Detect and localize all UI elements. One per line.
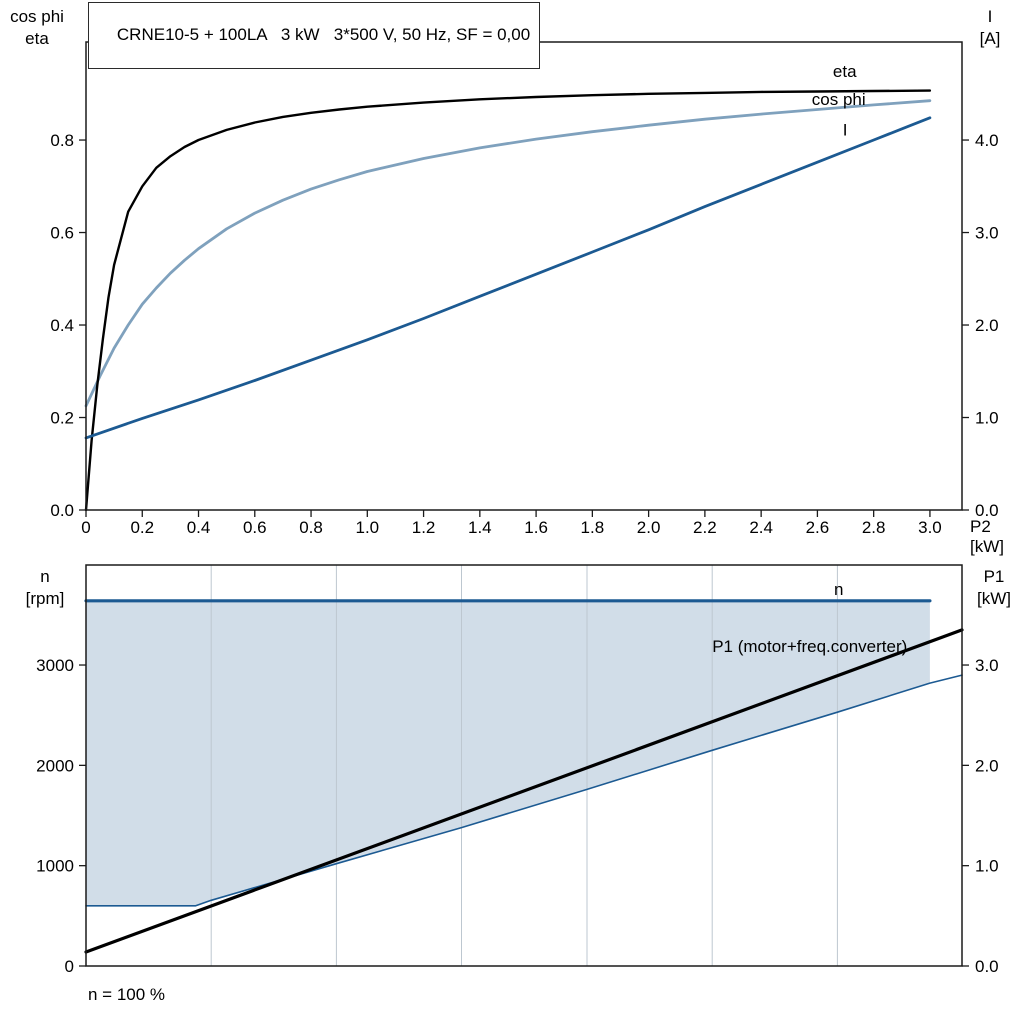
- top-chart-yright-tick-label: 3.0: [975, 224, 999, 243]
- speed-footnote: n = 100 %: [88, 985, 166, 1004]
- speed-axis-unit: [rpm]: [25, 589, 65, 609]
- cos-phi-axis-label: cos phi: [10, 7, 64, 26]
- top-chart-x-tick-label: 0.6: [243, 518, 267, 537]
- top-chart-x-tick-label: 1.4: [468, 518, 492, 537]
- left-axis-title-bottom: n [rpm]: [10, 566, 80, 610]
- top-chart-yleft-tick-label: 0.0: [50, 501, 74, 520]
- current-axis-unit: [A]: [979, 29, 1001, 49]
- n-curve-label: n: [834, 580, 843, 599]
- top-chart-x-tick-label: 2.2: [693, 518, 717, 537]
- bottom-chart-yright-tick-label: 2.0: [975, 756, 999, 775]
- eta-axis-label: eta: [25, 29, 49, 49]
- top-chart-x-tick-label: 0.4: [187, 518, 211, 537]
- chart-title-box: CRNE10-5 + 100LA 3 kW 3*500 V, 50 Hz, SF…: [88, 2, 541, 69]
- right-axis-title-top: I [A]: [968, 6, 1012, 50]
- left-axis-title-top: cos phi eta: [4, 6, 70, 50]
- bottom-chart-yleft-tick-label: 1000: [36, 857, 74, 876]
- P1-total-curve: [84, 628, 964, 954]
- chart-title: CRNE10-5 + 100LA 3 kW 3*500 V, 50 Hz, SF…: [116, 25, 531, 44]
- bottom-chart-yleft-tick-label: 0: [65, 957, 74, 976]
- top-chart-yleft-tick-label: 0.4: [50, 316, 74, 335]
- eta-curve: [84, 89, 932, 512]
- top-chart-yleft-tick-label: 0.6: [50, 224, 74, 243]
- bottom-chart-yleft-tick-label: 2000: [36, 756, 74, 775]
- right-axis-title-bottom: P1 [kW]: [968, 566, 1020, 610]
- I-curve: [84, 116, 932, 440]
- top-chart-x-tick-label: 1.6: [524, 518, 548, 537]
- p1-axis-label: P1: [983, 567, 1005, 586]
- cos-phi-curve: [84, 99, 932, 408]
- top-chart-yleft-tick-label: 0.8: [50, 131, 74, 150]
- top-chart-x-tick-label: 0.8: [299, 518, 323, 537]
- bottom-chart-operating-area: [86, 600, 930, 906]
- top-chart-x-tick-label: 3.0: [918, 518, 942, 537]
- current-axis-label: I: [987, 7, 993, 26]
- top-chart-x-tick-label: 0: [81, 518, 90, 537]
- top-chart-yright-tick-label: 4.0: [975, 131, 999, 150]
- p1-axis-unit: [kW]: [977, 589, 1011, 609]
- top-chart-x-tick-label: 2.0: [637, 518, 661, 537]
- x-axis-unit-label: P2 [kW]: [970, 517, 1004, 556]
- cos-phi-curve-label: cos phi: [812, 90, 866, 109]
- speed-axis-label: n: [40, 567, 50, 586]
- top-chart-x-tick-label: 1.8: [581, 518, 605, 537]
- top-chart-yright-tick-label: 1.0: [975, 409, 999, 428]
- bottom-chart-yright-tick-label: 3.0: [975, 656, 999, 675]
- I-curve-label: I: [843, 120, 848, 139]
- top-chart-yleft-tick-label: 0.2: [50, 409, 74, 428]
- top-chart-x-tick-label: 2.4: [749, 518, 773, 537]
- bottom-chart-yright-tick-label: 0.0: [975, 957, 999, 976]
- top-chart-x-tick-label: 1.2: [412, 518, 436, 537]
- bottom-chart-yleft-tick-label: 3000: [36, 656, 74, 675]
- P1-total-curve-label: P1 (motor+freq.converter): [712, 637, 907, 656]
- top-chart-yright-tick-label: 2.0: [975, 316, 999, 335]
- eta-curve-label: eta: [833, 62, 857, 81]
- top-chart-x-tick-label: 2.8: [862, 518, 886, 537]
- top-chart-frame: [85, 41, 963, 511]
- top-chart-x-tick-label: 2.6: [806, 518, 830, 537]
- top-chart-x-tick-label: 0.2: [130, 518, 154, 537]
- top-chart-yright-tick-label: 0.0: [975, 501, 999, 520]
- bottom-chart-yright-tick-label: 1.0: [975, 857, 999, 876]
- P1-pump-curve: [85, 674, 963, 907]
- top-chart-x-tick-label: 1.0: [355, 518, 379, 537]
